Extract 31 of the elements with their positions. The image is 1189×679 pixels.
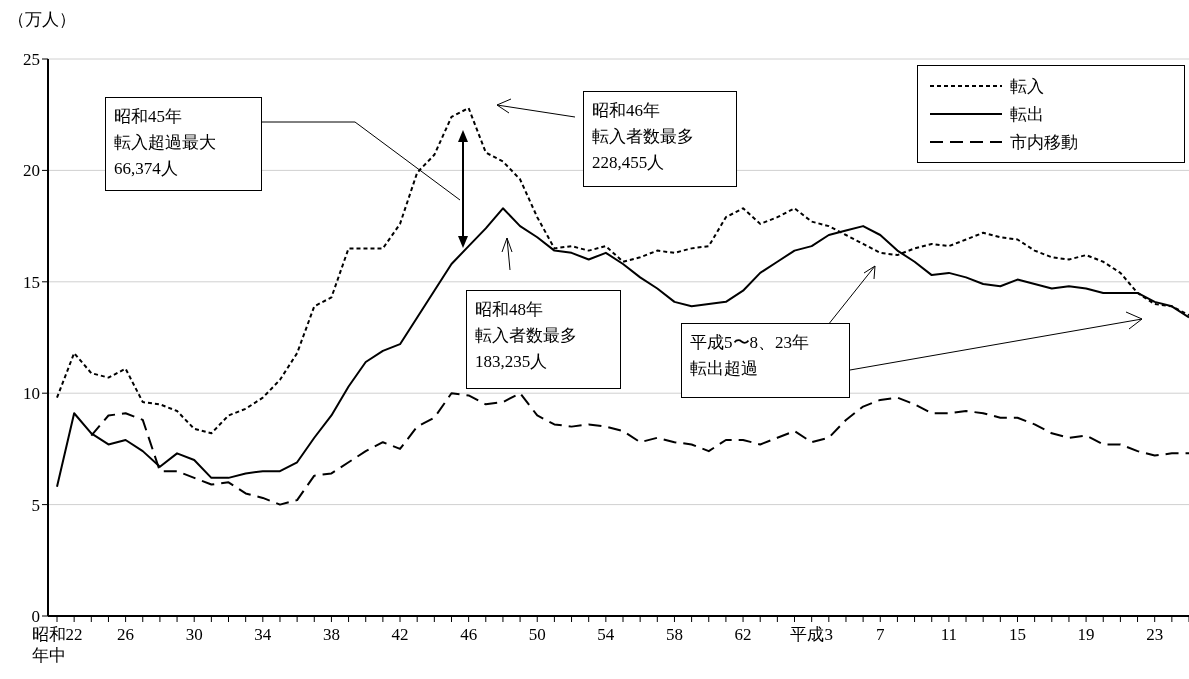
x-tick-label: 平成3 (790, 625, 833, 644)
annotation: 平成5〜8、23年転出超過 (690, 332, 809, 380)
x-tick-label: 11 (940, 625, 958, 644)
annotation: 昭和45年転入超過最大66,374人 (114, 106, 216, 180)
x-tick-label: 19 (1077, 625, 1095, 644)
legend-label: 転出 (1010, 103, 1044, 126)
x-tick-label: 62 (734, 625, 752, 644)
x-tick-label: 54 (597, 625, 615, 644)
x-tick-label: 42 (391, 625, 409, 644)
x-tick-label: 46 (460, 625, 478, 644)
x-tick-label: 15 (1008, 625, 1026, 644)
legend-label: 市内移動 (1010, 131, 1078, 154)
y-tick-label: 15 (23, 272, 40, 292)
y-axis-title: （万人） (8, 9, 76, 31)
x-tick-label: 23 (1146, 625, 1164, 644)
x-tick-label: 34 (254, 625, 272, 644)
x-tick-label: 昭和22 年中 (31, 625, 83, 665)
x-tick-label: 30 (185, 625, 203, 644)
x-tick-label: 58 (665, 625, 683, 644)
y-tick-label: 10 (23, 384, 40, 404)
annotation: 昭和48年転入者数最多183,235人 (475, 299, 577, 373)
x-tick-label: 26 (117, 625, 135, 644)
x-tick-label: 7 (876, 625, 886, 644)
x-tick-label: 38 (322, 625, 340, 644)
y-tick-label: 5 (31, 495, 40, 515)
y-tick-label: 0 (31, 607, 40, 627)
annotation: 昭和46年転入者数最多228,455人 (592, 100, 694, 174)
legend-label: 転入 (1010, 75, 1044, 98)
y-tick-label: 20 (23, 161, 40, 181)
y-tick-label: 25 (23, 50, 40, 70)
x-tick-label: 50 (528, 625, 546, 644)
